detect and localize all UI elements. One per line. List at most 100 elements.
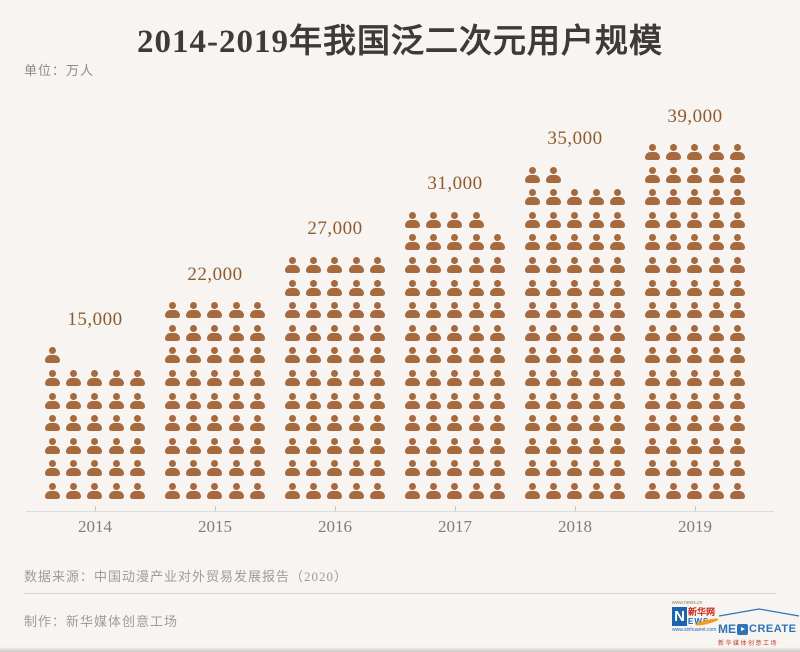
- person-icon: [525, 437, 541, 454]
- icon-cell: [642, 460, 663, 477]
- medcreate-create: CREATE: [749, 623, 797, 635]
- person-icon: [687, 144, 703, 161]
- icon-cell: [423, 211, 444, 228]
- icon-cell: [607, 234, 628, 251]
- icon-cell: [663, 257, 684, 274]
- icon-cell: [282, 392, 303, 409]
- medcreate-me: ME: [718, 622, 736, 636]
- person-icon: [567, 437, 583, 454]
- person-icon: [285, 460, 301, 477]
- icon-cell: [522, 437, 543, 454]
- value-label-2017: 31,000: [427, 173, 483, 195]
- icon-cell: [282, 324, 303, 341]
- icon-cell: [423, 483, 444, 499]
- icon-cell: [282, 437, 303, 454]
- icon-cell: [727, 347, 748, 364]
- person-icon: [525, 279, 541, 296]
- person-icon: [129, 460, 145, 477]
- icon-cell: [226, 415, 247, 432]
- chart-column-2017: 31,000: [402, 171, 508, 499]
- chart-column-2014: 15,000: [42, 307, 148, 499]
- person-icon: [588, 483, 604, 499]
- person-icon: [285, 415, 301, 432]
- icon-cell: [607, 257, 628, 274]
- person-icon: [567, 347, 583, 364]
- icon-cell: [42, 415, 63, 432]
- icon-cell: [466, 370, 487, 387]
- icon-cell: [204, 460, 225, 477]
- icon-cell: [162, 460, 183, 477]
- person-icon: [729, 234, 745, 251]
- person-icon: [609, 392, 625, 409]
- person-icon: [348, 437, 364, 454]
- person-icon: [708, 483, 724, 499]
- icon-cell: [402, 279, 423, 296]
- value-label-2018: 35,000: [547, 128, 603, 150]
- person-icon: [426, 437, 442, 454]
- icon-cell: [706, 370, 727, 387]
- icon-cell: [247, 302, 268, 319]
- axis-tick-2014: [95, 506, 96, 511]
- person-icon: [306, 370, 322, 387]
- person-icon: [405, 460, 421, 477]
- person-icon: [729, 324, 745, 341]
- icon-cell: [162, 370, 183, 387]
- icon-cell: [402, 460, 423, 477]
- icon-cell: [607, 211, 628, 228]
- person-icon: [567, 211, 583, 228]
- icon-cell: [663, 166, 684, 183]
- icon-cell: [226, 392, 247, 409]
- person-icon: [249, 437, 265, 454]
- icon-row: [402, 476, 508, 499]
- person-icon: [708, 166, 724, 183]
- person-icon: [588, 279, 604, 296]
- icon-cell: [663, 347, 684, 364]
- person-icon: [687, 234, 703, 251]
- person-icon: [405, 437, 421, 454]
- icon-cell: [346, 279, 367, 296]
- icon-row: [522, 476, 628, 499]
- person-icon: [369, 437, 385, 454]
- icon-row: [522, 296, 628, 319]
- person-icon: [609, 211, 625, 228]
- icon-cell: [727, 370, 748, 387]
- icon-cell: [706, 460, 727, 477]
- icon-cell: [303, 460, 324, 477]
- person-icon: [207, 437, 223, 454]
- icon-cell: [204, 415, 225, 432]
- icon-cell: [487, 392, 508, 409]
- icon-cell: [444, 483, 465, 499]
- axis-label-2019: 2019: [678, 517, 712, 536]
- icon-row: [162, 476, 268, 499]
- icon-cell: [564, 437, 585, 454]
- icon-cell: [367, 392, 388, 409]
- person-icon: [708, 437, 724, 454]
- icon-cell: [106, 460, 127, 477]
- icon-cell: [607, 279, 628, 296]
- person-icon: [525, 234, 541, 251]
- icon-cell: [84, 392, 105, 409]
- person-icon: [588, 347, 604, 364]
- person-icon: [327, 392, 343, 409]
- icon-cell: [162, 483, 183, 499]
- icon-cell: [487, 257, 508, 274]
- icon-cell: [607, 460, 628, 477]
- person-icon: [729, 437, 745, 454]
- person-icon: [708, 415, 724, 432]
- person-icon: [165, 392, 181, 409]
- icon-cell: [367, 415, 388, 432]
- icon-cell: [586, 302, 607, 319]
- person-icon: [207, 370, 223, 387]
- icon-cell: [727, 302, 748, 319]
- icon-cell: [346, 415, 367, 432]
- icon-cell: [564, 392, 585, 409]
- person-icon: [327, 415, 343, 432]
- icon-cell: [247, 392, 268, 409]
- person-icon: [567, 279, 583, 296]
- person-icon: [687, 211, 703, 228]
- person-icon: [426, 347, 442, 364]
- bottom-edge-shade: [0, 647, 800, 652]
- person-icon: [186, 437, 202, 454]
- icon-cell: [663, 302, 684, 319]
- icon-cell: [564, 279, 585, 296]
